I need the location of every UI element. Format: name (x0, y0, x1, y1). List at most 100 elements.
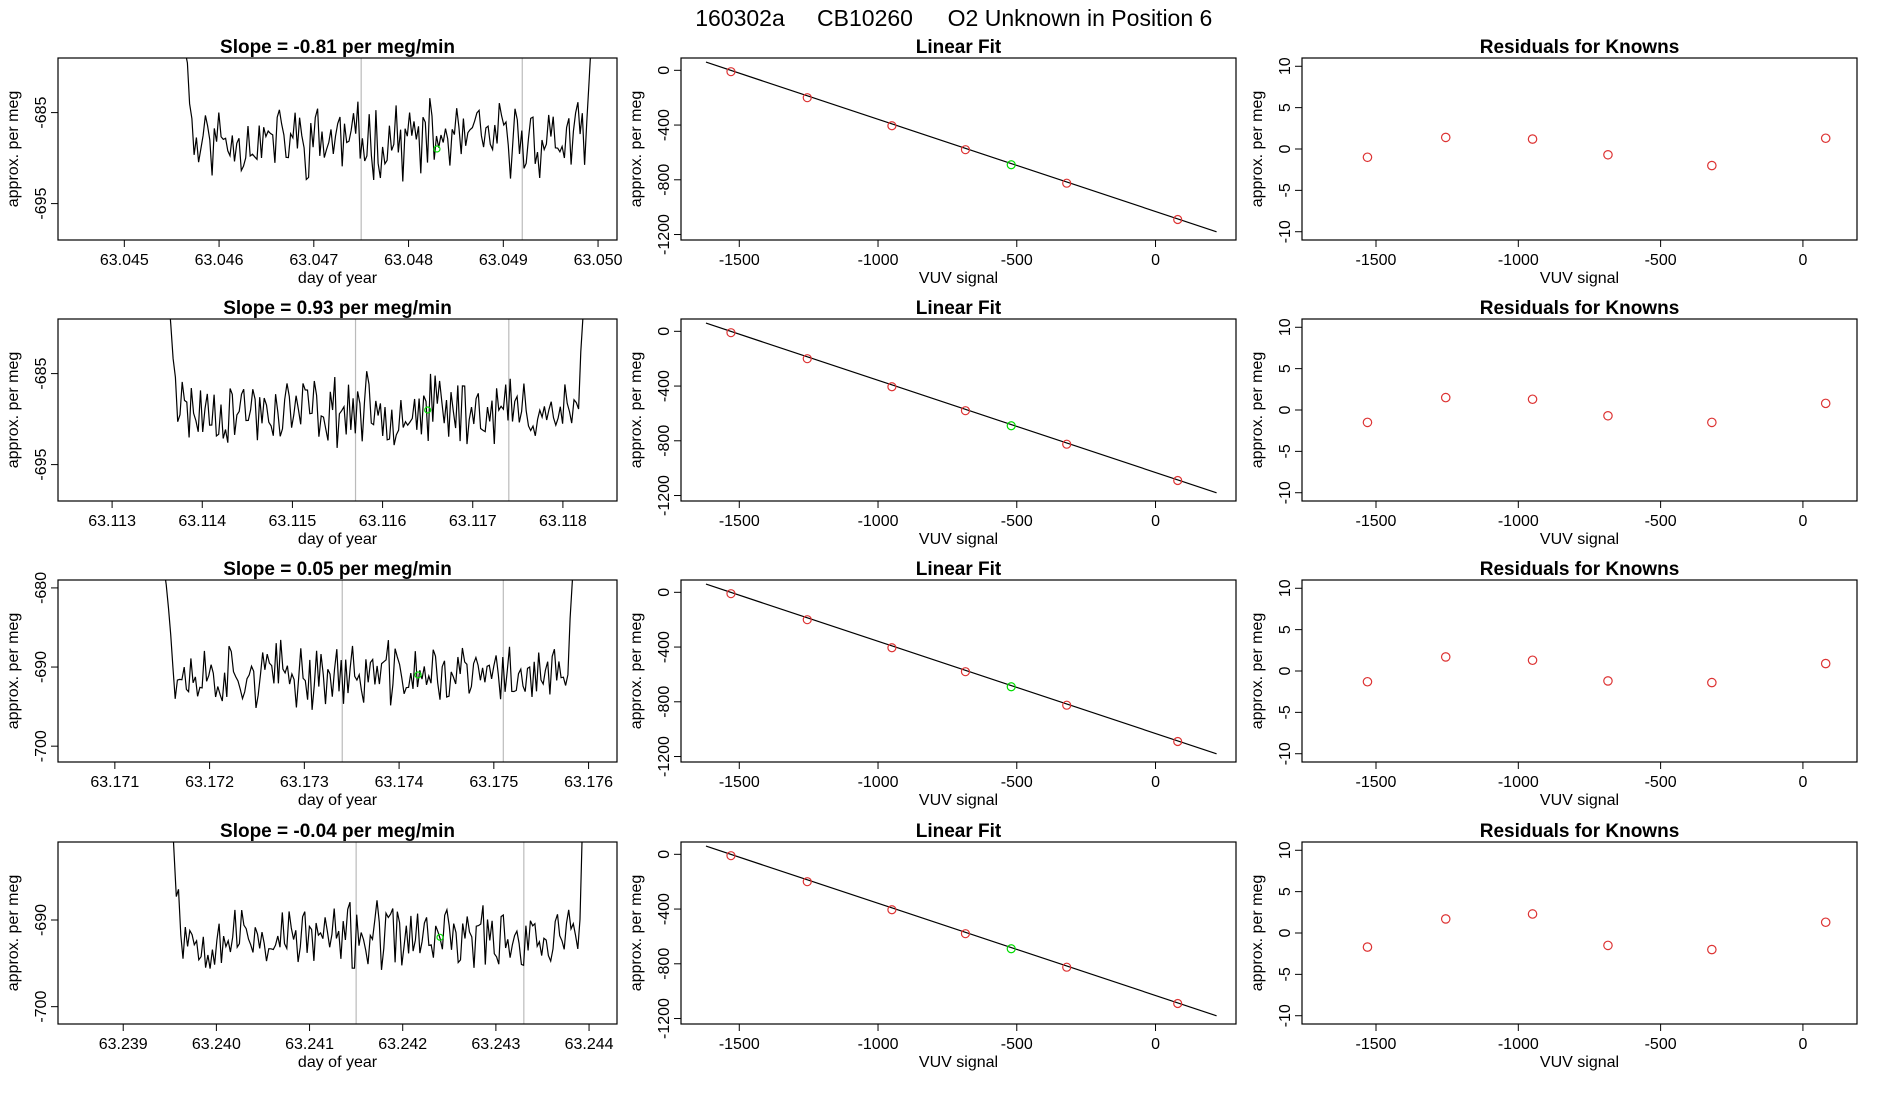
panel-trace-row3: Slope = 0.05 per meg/min 63.171 63.172 63.1… (5, 559, 618, 809)
x-tick-label: 63.242 (378, 1036, 427, 1053)
y-tick-label: -800 (656, 164, 673, 196)
y-tick-label: 10 (1277, 841, 1294, 859)
y-axis-label: approx. per meg (5, 613, 22, 730)
y-tick-label: 0 (656, 66, 673, 75)
unknown-marker (424, 406, 432, 414)
plot-frame (57, 318, 618, 502)
x-tick-label: -1000 (1498, 774, 1539, 791)
y-axis-label: approx. per meg (1249, 352, 1266, 469)
residual-point (1820, 133, 1831, 144)
x-tick-label: 0 (1151, 513, 1160, 530)
y-tick-label: -400 (656, 893, 673, 925)
panel-title: Residuals for Knowns (1480, 298, 1680, 319)
x-tick-label: -500 (1001, 1036, 1033, 1053)
residual-point (1440, 392, 1451, 403)
residual-point (1707, 417, 1717, 428)
residual-point (1820, 658, 1831, 669)
residual-point (1603, 676, 1613, 686)
y-tick-label: -5 (1277, 967, 1294, 981)
plot-area (705, 61, 1217, 233)
plot-frame (57, 57, 618, 241)
y-tick-label: -700 (33, 991, 50, 1023)
x-tick-label: -1000 (1498, 1036, 1539, 1053)
panel-fit-row1: Linear Fit -1500 -1000 -500 0 VUV signal 0 -400… (628, 37, 1237, 287)
x-axis-label: day of year (298, 531, 378, 548)
panel-title: Linear Fit (916, 298, 1002, 319)
y-axis-label: approx. per meg (628, 875, 645, 992)
residual-point (1603, 149, 1613, 160)
x-tick-label: 63.174 (375, 774, 424, 791)
panel-title: Residuals for Knowns (1480, 37, 1680, 58)
plot-area (1362, 132, 1831, 171)
x-tick-label: 63.113 (88, 513, 136, 530)
residual-point (1707, 677, 1717, 688)
y-tick-label: -800 (656, 948, 673, 980)
x-axis-label: day of year (298, 792, 378, 809)
unknown-point (1006, 682, 1016, 692)
residual-point (1603, 410, 1613, 421)
x-tick-label: 63.045 (100, 252, 149, 269)
x-tick-label: -500 (1645, 252, 1677, 269)
panel-title: Slope = -0.04 per meg/min (220, 821, 455, 842)
panel-residuals-row1: Residuals for Knowns -1500 -1000 -500 0 VUV s… (1249, 37, 1858, 287)
fit-line (705, 583, 1217, 755)
x-tick-label: -1500 (719, 252, 760, 269)
known-point (887, 121, 897, 131)
y-tick-label: 10 (1277, 579, 1294, 597)
x-tick-label: -1000 (858, 513, 899, 530)
y-tick-label: -5 (1277, 705, 1294, 719)
y-tick-label: 10 (1277, 318, 1294, 336)
x-tick-label: 63.115 (269, 513, 317, 530)
panel-fit-row3: Linear Fit -1500 -1000 -500 0 VUV signal 0 -400… (628, 559, 1237, 809)
known-point (802, 615, 812, 625)
y-tick-label: -400 (656, 370, 673, 402)
x-tick-label: 63.176 (564, 774, 613, 791)
known-point (802, 354, 812, 364)
x-axis-label: VUV signal (1540, 1054, 1619, 1071)
signal-trace-line (172, 842, 583, 970)
plot-frame (680, 579, 1237, 763)
y-axis-label: approx. per meg (1249, 613, 1266, 730)
known-point (887, 382, 897, 392)
x-tick-label: 0 (1798, 252, 1807, 269)
x-tick-label: 63.114 (178, 513, 226, 530)
y-tick-label: -800 (656, 425, 673, 457)
known-point (1062, 700, 1072, 710)
known-point (1062, 178, 1072, 188)
figure-header: 160302a CB10260 O2 Unknown in Position 6 (695, 5, 1212, 31)
y-tick-label: -10 (1277, 481, 1294, 504)
x-axis-label: day of year (298, 270, 378, 287)
residual-point (1527, 394, 1538, 405)
x-axis-label: VUV signal (1540, 531, 1619, 548)
residual-point (1527, 655, 1538, 666)
x-tick-label: 63.239 (99, 1036, 148, 1053)
known-point (1173, 998, 1183, 1009)
panel-trace-row2: Slope = 0.93 per meg/min 63.113 63.114 63.1… (5, 298, 618, 548)
panel-trace-row4: Slope = -0.04 per meg/min 63.239 63.240 63.… (5, 821, 618, 1071)
known-point (726, 851, 736, 861)
plot-frame (1301, 841, 1858, 1025)
x-tick-label: 0 (1151, 1036, 1160, 1053)
x-tick-label: -1000 (858, 774, 899, 791)
plot-area (164, 580, 574, 762)
residual-point (1603, 940, 1613, 951)
y-tick-label: -800 (656, 686, 673, 718)
y-axis-label: approx. per meg (1249, 91, 1266, 208)
x-tick-label: -1500 (1356, 1036, 1397, 1053)
y-tick-label: 0 (656, 850, 673, 859)
x-axis-label: VUV signal (919, 531, 998, 548)
y-tick-label: -1200 (656, 214, 673, 255)
signal-trace-line (185, 58, 591, 182)
y-tick-label: -680 (33, 572, 50, 604)
y-tick-label: -10 (1277, 742, 1294, 765)
plot-frame (680, 57, 1237, 241)
y-tick-label: -690 (33, 651, 50, 683)
x-tick-label: -1500 (719, 1036, 760, 1053)
known-point (1062, 962, 1072, 972)
y-tick-label: -1200 (656, 998, 673, 1039)
unknown-point (1006, 944, 1016, 954)
y-tick-label: 5 (1277, 625, 1294, 634)
x-tick-label: 0 (1798, 774, 1807, 791)
x-tick-label: 63.243 (471, 1036, 520, 1053)
y-tick-label: -5 (1277, 444, 1294, 458)
